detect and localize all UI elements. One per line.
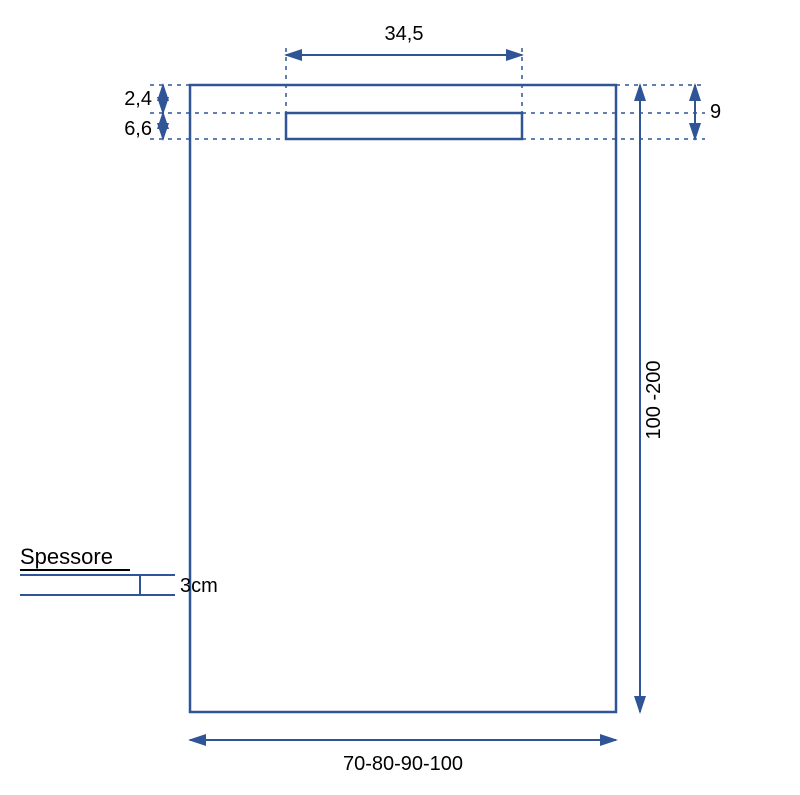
thickness-label: Spessore bbox=[20, 544, 113, 569]
dim-height-label: 100 -200 bbox=[643, 361, 665, 440]
dim-right-9-label: 9 bbox=[710, 101, 721, 123]
dim-bottom-width-label: 70-80-90-100 bbox=[343, 753, 463, 775]
thickness-value: 3cm bbox=[180, 575, 218, 597]
dim-top-width-label: 34,5 bbox=[385, 23, 424, 45]
dim-left-6-6-label: 6,6 bbox=[124, 118, 152, 140]
dim-left-2-4-label: 2,4 bbox=[124, 88, 152, 110]
technical-drawing: 34,5 2,4 6,6 9 100 -200 70-80-90-100 Spe… bbox=[0, 0, 800, 795]
tray-outline bbox=[190, 85, 616, 712]
drain-slot bbox=[286, 113, 522, 139]
